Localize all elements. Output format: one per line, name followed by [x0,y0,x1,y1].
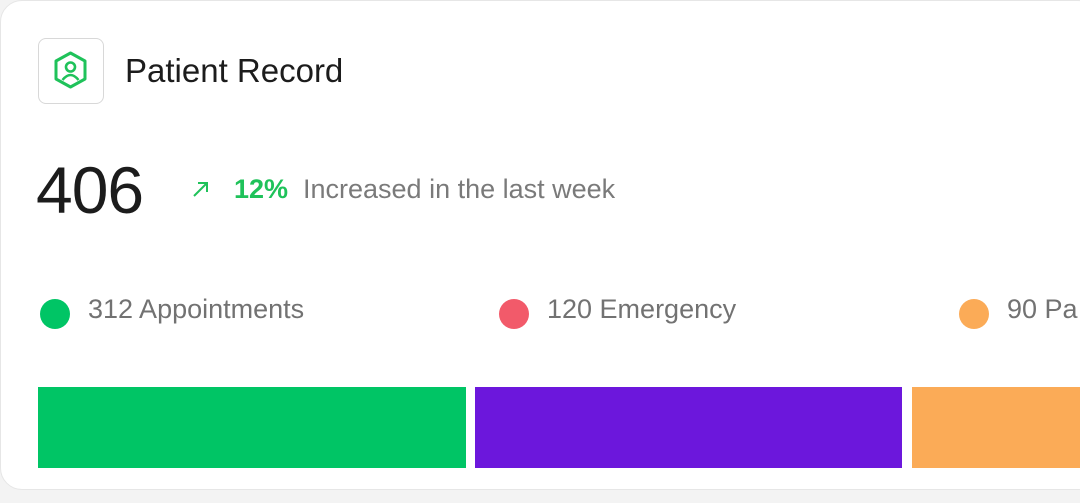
legend-label: 90 Pa [1007,294,1078,324]
bar-segment [912,387,1080,468]
legend-dot [40,299,70,329]
card-title: Patient Record [125,52,344,89]
change-percent: 12% [234,174,289,204]
icon-graphic [54,51,87,89]
bar-segment [475,387,902,468]
legend-label: 120 Emergency [547,294,737,324]
change-note: Increased in the last week [303,174,616,204]
bar-segment [38,387,466,468]
total-count: 406 [36,153,144,227]
legend-dot [499,299,529,329]
trend-arrow [193,182,208,197]
record-icon [38,38,104,104]
legend-dot [959,299,989,329]
legend-label: 312 Appointments [88,294,305,324]
